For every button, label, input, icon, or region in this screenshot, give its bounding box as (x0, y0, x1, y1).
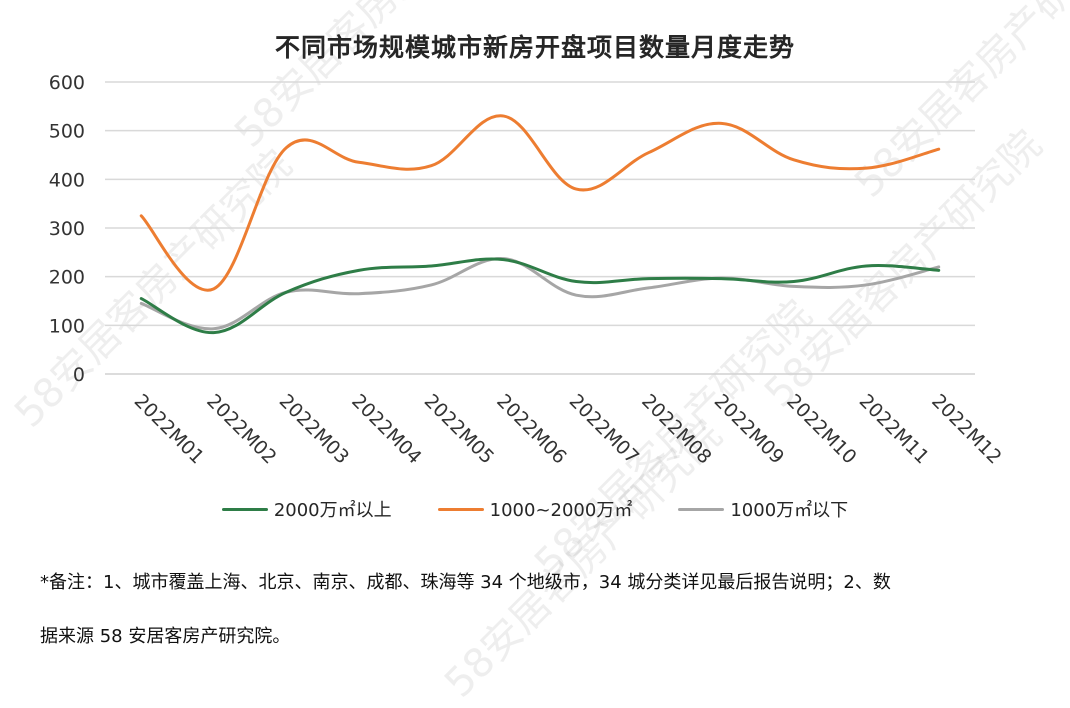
legend-item-0: 2000万㎡以上 (221, 496, 392, 522)
legend-label: 1000~2000万㎡ (489, 500, 633, 521)
y-tick-label: 600 (49, 72, 85, 94)
x-tick-label: 2022M04 (347, 390, 425, 468)
gridlines (105, 81, 975, 375)
x-tick-label: 2022M01 (130, 390, 208, 468)
x-tick-label: 2022M10 (782, 390, 860, 468)
y-tick-label: 200 (49, 267, 85, 289)
x-tick-label: 2022M08 (637, 390, 715, 468)
legend-label: 1000万㎡以下 (730, 500, 849, 521)
legend-swatch (437, 507, 484, 511)
footnote-line-1: *备注：1、城市覆盖上海、北京、南京、成都、珠海等 34 个地级市，34 城分类… (40, 572, 891, 593)
y-tick-label: 500 (49, 121, 85, 143)
y-tick-label: 400 (49, 169, 85, 191)
series-line-0 (139, 257, 941, 335)
x-tick-label: 2022M07 (565, 390, 643, 468)
y-tick-label: 300 (49, 218, 85, 240)
y-axis-ticks: 0 100 200 300 400 500 600 (49, 72, 85, 386)
x-tick-label: 2022M11 (855, 390, 933, 468)
chart-title: 不同市场规模城市新房开盘项目数量月度走势 (274, 33, 795, 62)
legend-item-2: 1000万㎡以下 (678, 496, 848, 522)
legend-swatch (221, 507, 268, 511)
legend-label: 2000万㎡以上 (273, 500, 392, 521)
y-tick-label: 0 (73, 364, 85, 386)
x-tick-label: 2022M12 (927, 390, 1005, 468)
y-tick-label: 100 (49, 315, 85, 337)
x-tick-label: 2022M02 (202, 390, 280, 468)
series-line-1 (139, 114, 941, 292)
chart-legend: 2000万㎡以上 1000~2000万㎡ 1000万㎡以下 (0, 496, 1070, 522)
x-axis-ticks: 2022M012022M022022M032022M042022M052022M… (130, 390, 1006, 468)
x-tick-label: 2022M05 (420, 390, 498, 468)
legend-item-1: 1000~2000万㎡ (437, 496, 633, 522)
series-lines (139, 114, 941, 335)
x-tick-label: 2022M09 (710, 390, 788, 468)
footnote-line-2: 据来源 58 安居客房产研究院。 (40, 626, 291, 647)
x-tick-label: 2022M03 (275, 390, 353, 468)
legend-swatch (678, 507, 725, 511)
x-tick-label: 2022M06 (492, 390, 570, 468)
